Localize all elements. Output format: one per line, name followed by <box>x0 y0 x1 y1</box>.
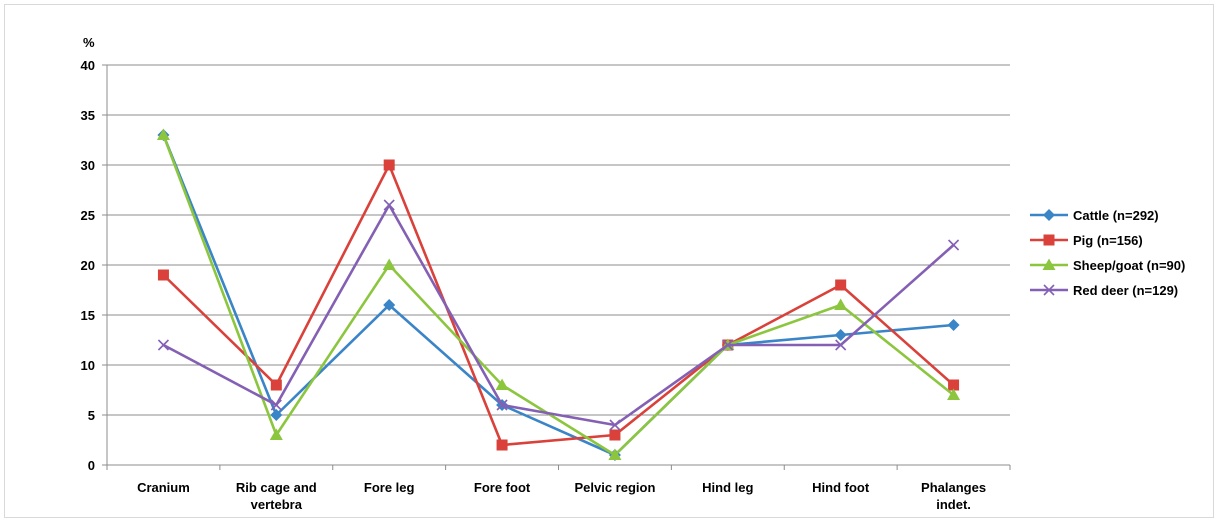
x-tick-label: Pelvic region <box>574 480 655 495</box>
x-tick-label: Phalanges indet. <box>921 480 986 512</box>
data-point-red <box>270 399 282 411</box>
x-tick-label: Rib cage and vertebra <box>236 480 317 512</box>
marker-stroke <box>609 419 621 431</box>
legend-item-cattle: Cattle (n=292) <box>1030 208 1159 223</box>
series-line-sheepgoat <box>162 134 955 457</box>
data-point-red <box>496 399 508 411</box>
data-point-red <box>383 199 395 211</box>
legend-label: Red deer (n=129) <box>1073 283 1178 298</box>
x-tick-label-line: Hind foot <box>812 480 870 495</box>
data-point-pig <box>948 379 960 391</box>
marker-stroke <box>722 339 734 351</box>
marker-stroke <box>947 239 960 251</box>
data-point-red <box>947 239 960 251</box>
legend-marker <box>1043 284 1055 296</box>
series-line-red <box>162 203 955 427</box>
x-tick-label: Cranium <box>137 480 190 495</box>
x-tick-label-line: Cranium <box>137 480 190 495</box>
y-tick-label: 35 <box>81 108 95 123</box>
data-point-red <box>157 339 170 351</box>
y-tick-label: 40 <box>81 58 95 73</box>
data-point-cattle <box>383 299 396 311</box>
data-point-pig <box>270 379 282 391</box>
series-line-cattle <box>162 134 954 457</box>
legend-label: Cattle (n=292) <box>1073 208 1159 223</box>
marker-stroke <box>157 339 170 351</box>
x-tick-label-line: Pelvic region <box>574 480 655 495</box>
y-axis-unit-label: % <box>83 35 95 50</box>
data-point-pig <box>157 269 169 281</box>
marker-stroke <box>383 199 395 211</box>
marker-stroke <box>496 399 508 411</box>
data-point-sheepgoat <box>834 298 848 310</box>
chart-frame <box>4 4 1214 518</box>
data-point-red <box>835 339 847 351</box>
marker-stroke <box>270 399 282 411</box>
marker-stroke <box>1043 284 1055 296</box>
legend-item-red: Red deer (n=129) <box>1030 283 1178 298</box>
data-point-sheepgoat <box>156 128 170 140</box>
y-tick-label: 15 <box>81 308 95 323</box>
y-tick-label: 5 <box>88 408 95 423</box>
data-point-pig <box>609 429 621 441</box>
data-point-cattle <box>270 409 283 421</box>
series-red <box>157 199 960 431</box>
data-point-sheepgoat <box>947 388 961 400</box>
series-cattle <box>157 129 960 461</box>
data-point-red <box>609 419 621 431</box>
x-tick-label-line: Rib cage and <box>236 480 317 495</box>
x-tick-label-line: Fore leg <box>364 480 415 495</box>
y-tick-label: 20 <box>81 258 95 273</box>
x-tick-label-line: Hind leg <box>702 480 753 495</box>
data-point-pig <box>835 279 847 291</box>
data-point-pig <box>496 439 508 451</box>
y-tick-label: 25 <box>81 208 95 223</box>
legend-marker <box>1042 258 1056 270</box>
legend-label: Pig (n=156) <box>1073 233 1143 248</box>
marker-stroke <box>835 339 847 351</box>
legend-label: Sheep/goat (n=90) <box>1073 258 1185 273</box>
x-tick-label: Fore leg <box>364 480 415 495</box>
data-point-cattle <box>834 329 847 341</box>
data-point-sheepgoat <box>608 448 622 460</box>
x-tick-label-line: indet. <box>936 497 971 512</box>
series-line-pig <box>162 163 955 447</box>
legend-item-pig: Pig (n=156) <box>1030 233 1143 248</box>
x-tick-label-line: Phalanges <box>921 480 986 495</box>
legend-item-sheepgoat: Sheep/goat (n=90) <box>1030 258 1185 273</box>
legend-marker <box>1043 209 1055 221</box>
data-point-sheepgoat <box>495 378 509 390</box>
legend-marker <box>1043 234 1055 246</box>
data-point-sheepgoat <box>269 428 283 440</box>
y-tick-label: 0 <box>88 458 95 473</box>
x-tick-label: Hind foot <box>812 480 870 495</box>
y-tick-label: 10 <box>81 358 95 373</box>
x-tick-label: Fore foot <box>474 480 531 495</box>
data-point-cattle <box>947 319 960 331</box>
x-tick-label-line: Fore foot <box>474 480 531 495</box>
data-point-pig <box>383 159 395 171</box>
x-tick-label: Hind leg <box>702 480 753 495</box>
data-point-red <box>722 339 734 351</box>
data-point-sheepgoat <box>382 258 396 270</box>
x-tick-label-line: vertebra <box>251 497 303 512</box>
y-tick-label: 30 <box>81 158 95 173</box>
